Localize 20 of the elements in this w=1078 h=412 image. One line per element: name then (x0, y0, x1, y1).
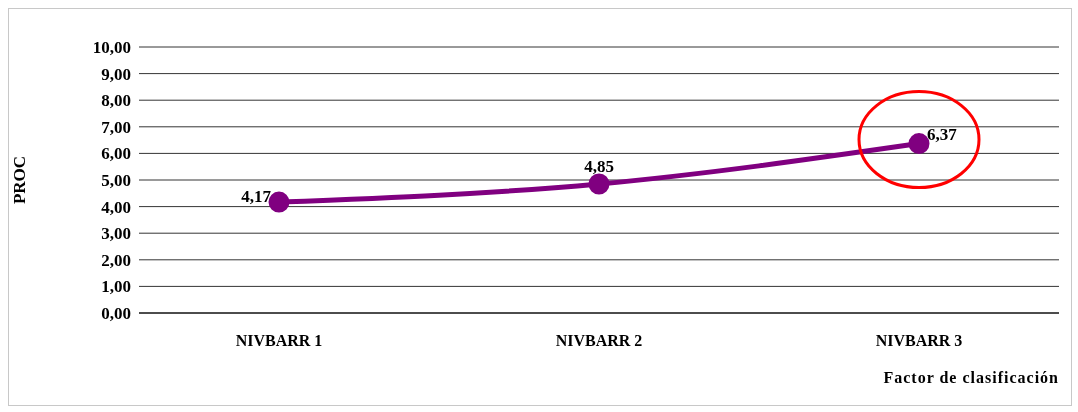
y-axis-title: PROC (10, 155, 30, 205)
y-tick-label: 2,00 (101, 250, 131, 270)
point (588, 173, 610, 195)
y-tick-label: 1,00 (101, 277, 131, 297)
y-tick-label: 3,00 (101, 224, 131, 244)
y-tick-label: 4,00 (101, 197, 131, 217)
y-tick-label: 7,00 (101, 117, 131, 137)
x-tick-label: NIVBARR 3 (875, 332, 963, 350)
y-tick-label: 10,00 (92, 38, 131, 58)
y-tick-label: 5,00 (101, 171, 131, 191)
y-tick-label: 6,00 (101, 144, 131, 164)
data-label: 6,37 (927, 124, 958, 144)
y-tick-label: 8,00 (101, 91, 131, 111)
x-tick-label: NIVBARR 1 (235, 332, 323, 350)
x-axis-title: Factor de clasificación (883, 369, 1059, 386)
x-tick-label: NIVBARR 2 (555, 332, 643, 350)
y-tick-label: 9,00 (101, 64, 131, 84)
data-label: 4,17 (241, 187, 272, 207)
data-label: 4,85 (584, 156, 614, 176)
y-tick-label: 0,00 (101, 304, 131, 324)
